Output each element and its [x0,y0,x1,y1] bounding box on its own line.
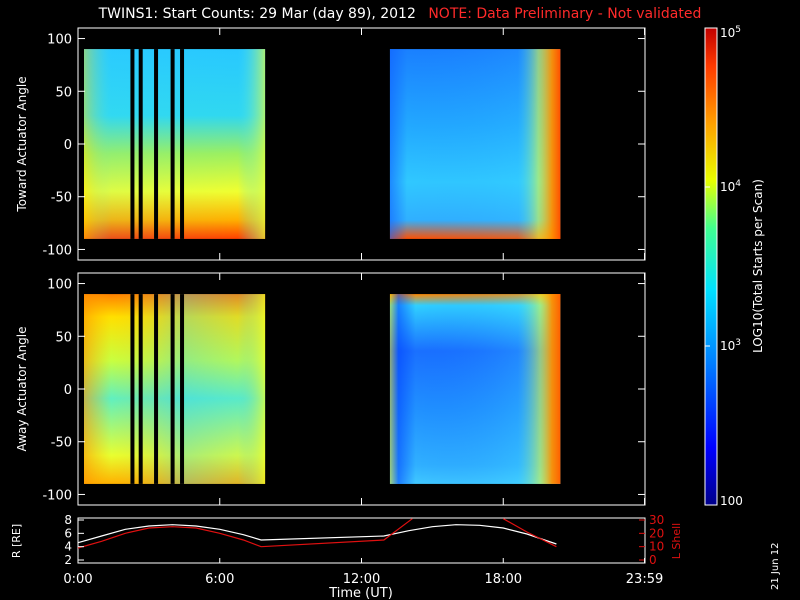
orbit-lines [77,518,557,549]
lshell-ytick-label: 30 [649,513,664,527]
away-gap-line [170,294,175,484]
toward-segment-2-overlay [389,49,561,239]
colorbar-tick-label: 104 [720,179,741,194]
toward-ytick-label: 50 [55,85,72,100]
toward-gap-line [180,49,185,239]
away-gap-line [130,294,135,484]
lshell-series-line [77,518,413,549]
time-axis: 0:00 6:00 12:00 18:00 23:59 [63,558,663,587]
away-gap-line [180,294,185,484]
away-gap-line [154,294,159,484]
away-segment-2-overlay [389,294,561,484]
toward-y-axis: 100 50 0 -50 -100 [42,33,645,258]
time-xtick-label: 18:00 [485,572,522,587]
r-ylabel: R [RE] [10,524,23,558]
lshell-ytick-label: 20 [649,526,664,540]
lshell-ytick-label: 0 [649,553,657,567]
r-series-line [77,524,557,545]
time-xtick-label: 23:59 [626,572,663,587]
away-y-axis: 100 50 0 -50 -100 [42,278,645,503]
time-xtick-label: 6:00 [205,572,234,587]
away-x-ticks [77,273,646,505]
away-ytick-label: -50 [51,436,72,451]
figure-title: TWINS1: Start Counts: 29 Mar (day 89), 2… [0,6,800,22]
away-angle-panel: 100 50 0 -50 -100 Away Actuator Angle [15,272,646,506]
toward-ytick-label: -50 [51,191,72,206]
r-ytick-label: 6 [64,526,72,540]
away-ylabel: Away Actuator Angle [15,326,29,451]
away-ytick-label: 0 [64,383,72,398]
r-ytick-label: 2 [64,553,72,567]
toward-angle-panel: 100 50 0 -50 -100 Toward Actuator Angle [15,27,646,261]
title-main: TWINS1: Start Counts: 29 Mar (day 89), 2… [98,6,416,22]
time-xtick-label: 12:00 [343,572,380,587]
colorbar: 105 104 103 100 LOG10(Total Starts per Scan… [704,25,765,508]
toward-ylabel: Toward Actuator Angle [15,76,29,212]
lshell-ytick-label: 10 [649,540,664,554]
toward-ytick-label: 100 [47,33,72,48]
r-ytick-label: 4 [64,540,72,554]
toward-gap-line [170,49,175,239]
toward-ytick-label: -100 [42,243,72,258]
title-note: NOTE: Data Preliminary - Not validated [428,6,702,22]
colorbar-frame [704,27,718,506]
away-ytick-label: 100 [47,278,72,293]
time-xtick-label: 0:00 [63,572,92,587]
away-ytick-label: 50 [55,330,72,345]
colorbar-label: LOG10(Total Starts per Scan) [751,179,765,353]
colorbar-gradient [705,28,717,505]
colorbar-tick-label: 100 [720,494,743,508]
toward-x-ticks [77,28,646,260]
toward-gap-line [138,49,143,239]
lshell-series-line [503,518,557,548]
toward-gap-line [130,49,135,239]
away-ytick-label: -100 [42,488,72,503]
away-gap-line [138,294,143,484]
toward-gap-line [154,49,159,239]
colorbar-tick-label: 103 [720,338,741,353]
r-ytick-label: 8 [64,513,72,527]
toward-ytick-label: 0 [64,138,72,153]
time-xlabel: Time (UT) [328,586,393,600]
away-gap-lines [130,294,185,484]
colorbar-tick-label: 105 [720,25,741,40]
lshell-ylabel: L Shell [670,523,683,559]
toward-gap-lines [130,49,185,239]
